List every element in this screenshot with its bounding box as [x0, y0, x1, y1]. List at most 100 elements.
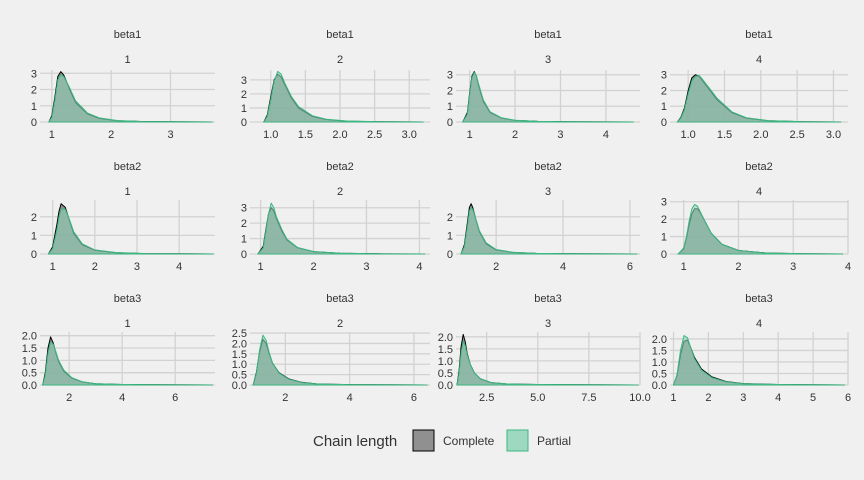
panel-1-3: beta1 3 0 1 2 3 1 2 3 4 [447, 29, 640, 141]
panel-row-label: beta2 [326, 161, 354, 173]
legend-title: Chain length [313, 433, 397, 450]
y-tick-label: 0 [661, 249, 667, 261]
y-tick-label: 2 [661, 214, 667, 226]
panel-row-label: beta3 [114, 293, 142, 305]
x-tick-label: 1.0 [263, 129, 278, 141]
panel-col-label: 4 [756, 318, 762, 330]
y-tick-label: 1.5 [22, 343, 37, 355]
y-tick-label: 3 [661, 197, 667, 209]
panel-row-label: beta1 [326, 29, 354, 41]
x-tick-label: 2.5 [367, 129, 382, 141]
x-tick-label: 2.0 [332, 129, 347, 141]
density-partial [42, 341, 213, 386]
x-tick-label: 4 [775, 392, 781, 404]
x-tick-label: 1.5 [298, 129, 313, 141]
y-tick-label: 0.5 [22, 368, 37, 380]
y-tick-label: 1 [447, 230, 453, 242]
y-tick-label: 0 [447, 117, 453, 129]
y-tick-label: 0 [241, 117, 247, 129]
y-tick-label: 0 [661, 117, 667, 129]
y-tick-label: 2 [241, 89, 247, 101]
y-tick-label: 3 [31, 68, 37, 80]
panel-col-label: 4 [756, 186, 762, 198]
y-tick-label: 1 [241, 234, 247, 246]
legend-key-partial [506, 429, 529, 452]
y-tick-label: 1 [31, 230, 37, 242]
y-tick-label: 0.0 [22, 380, 37, 392]
legend-label-partial: Partial [537, 434, 571, 448]
x-tick-label: 4 [603, 129, 609, 141]
density-partial [48, 74, 213, 123]
x-tick-label: 5 [810, 392, 816, 404]
panel-2-3: beta2 3 0 1 2 2 4 6 [447, 161, 640, 273]
x-tick-label: 2.0 [753, 129, 768, 141]
x-tick-label: 1 [670, 392, 676, 404]
x-tick-label: 2 [310, 261, 316, 273]
density-partial [462, 71, 634, 123]
x-tick-label: 1 [258, 261, 264, 273]
x-tick-label: 6 [411, 392, 417, 404]
x-tick-label: 4 [119, 392, 125, 404]
y-tick-label: 2.0 [438, 332, 453, 344]
x-tick-label: 2.5 [479, 392, 494, 404]
density-partial [673, 335, 845, 386]
y-tick-label: 2 [661, 85, 667, 97]
x-tick-label: 2 [705, 392, 711, 404]
y-tick-label: 1 [661, 101, 667, 113]
x-tick-label: 3 [134, 261, 140, 273]
density-partial [47, 208, 214, 255]
x-tick-label: 2 [512, 129, 518, 141]
x-tick-label: 4 [416, 261, 422, 273]
x-tick-label: 1 [49, 129, 55, 141]
legend: Chain length Complete Partial [313, 429, 571, 452]
y-tick-label: 1 [447, 101, 453, 113]
panel-row-label: beta2 [534, 161, 562, 173]
y-tick-label: 1.5 [652, 345, 667, 357]
y-tick-label: 2.0 [652, 334, 667, 346]
y-tick-label: 0.0 [652, 380, 667, 392]
panel-1-2: beta1 2 0 1 2 3 1.0 1.5 2.0 2.5 3.0 [241, 29, 430, 141]
panel-col-label: 2 [337, 318, 343, 330]
x-tick-label: 5.0 [530, 392, 545, 404]
panel-col-label: 2 [337, 54, 343, 66]
y-tick-label: 0.5 [232, 370, 247, 382]
x-tick-label: 3 [363, 261, 369, 273]
y-tick-label: 1.0 [438, 356, 453, 368]
y-tick-label: 2 [241, 218, 247, 230]
x-tick-label: 2 [735, 261, 741, 273]
panel-col-label: 1 [124, 186, 130, 198]
y-tick-label: 3 [661, 70, 667, 82]
panel-row-label: beta3 [745, 293, 773, 305]
x-tick-label: 3 [557, 129, 563, 141]
panel-row-label: beta2 [114, 161, 142, 173]
y-tick-label: 0.0 [438, 380, 453, 392]
panel-col-label: 3 [545, 186, 551, 198]
x-tick-label: 2 [92, 261, 98, 273]
y-tick-label: 2.5 [232, 328, 247, 340]
x-tick-label: 4 [347, 392, 353, 404]
panel-2-1: beta2 1 0 1 2 1 2 3 4 [31, 161, 215, 273]
density-partial [456, 341, 639, 386]
x-tick-label: 3 [790, 261, 796, 273]
x-tick-label: 3 [167, 129, 173, 141]
y-tick-label: 0 [31, 117, 37, 129]
panel-3-4: beta3 4 0.00.51.01.52.0 1 2 3 4 5 6 [652, 293, 851, 404]
y-tick-label: 2 [447, 85, 453, 97]
y-tick-label: 1 [241, 103, 247, 115]
y-tick-label: 3 [241, 75, 247, 87]
panel-row-label: beta1 [534, 29, 562, 41]
density-partial [263, 70, 424, 123]
panel-row-label: beta1 [114, 29, 142, 41]
x-tick-label: 4 [176, 261, 182, 273]
density-partial [676, 75, 842, 123]
panel-col-label: 1 [124, 318, 130, 330]
panel-row-label: beta3 [534, 293, 562, 305]
panel-row-label: beta3 [326, 293, 354, 305]
y-tick-label: 2.0 [22, 331, 37, 343]
panel-col-label: 3 [545, 318, 551, 330]
x-tick-label: 3.0 [402, 129, 417, 141]
panel-3-3: beta3 3 0.00.51.01.52.0 2.5 5.0 7.5 10.0 [438, 293, 651, 404]
